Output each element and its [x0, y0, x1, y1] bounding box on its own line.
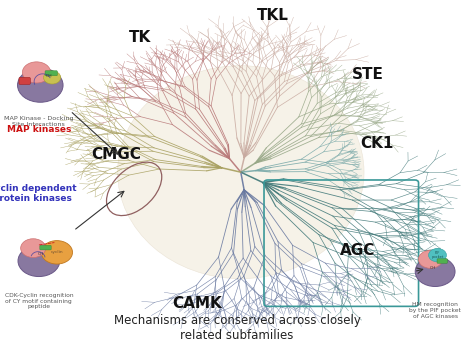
Text: CAMK: CAMK [172, 296, 221, 311]
FancyBboxPatch shape [45, 71, 57, 76]
Circle shape [44, 71, 61, 84]
Text: HM recognition
by the PIF pocket
of AGC kinases: HM recognition by the PIF pocket of AGC … [409, 302, 461, 319]
Text: MAP kinases: MAP kinases [7, 125, 71, 134]
Circle shape [18, 68, 63, 102]
Ellipse shape [118, 66, 364, 279]
Circle shape [415, 257, 455, 286]
Text: OH: OH [46, 74, 52, 78]
Text: MAP Kinase - Docking
Site Interactions: MAP Kinase - Docking Site Interactions [4, 116, 73, 127]
Text: cyclin: cyclin [51, 250, 63, 254]
FancyBboxPatch shape [437, 259, 447, 263]
Text: OH: OH [429, 266, 436, 270]
Text: CDK-Cyclin recognition
of CY motif containing
peptide: CDK-Cyclin recognition of CY motif conta… [5, 293, 73, 310]
Text: OH: OH [37, 252, 44, 256]
Text: STE: STE [351, 67, 383, 82]
Circle shape [41, 241, 73, 264]
Circle shape [21, 239, 46, 257]
Text: CK1: CK1 [360, 136, 393, 151]
Circle shape [18, 245, 60, 277]
Text: TK: TK [129, 30, 151, 45]
Circle shape [22, 62, 51, 83]
Text: TKL: TKL [256, 9, 289, 23]
Text: CMGC: CMGC [91, 147, 141, 162]
Text: PIF
pocket: PIF pocket [431, 251, 444, 260]
Text: Cyclin dependent
protein kinases: Cyclin dependent protein kinases [0, 184, 76, 203]
Circle shape [428, 248, 447, 262]
FancyBboxPatch shape [19, 77, 30, 84]
Text: Mechanisms are conserved across closely
related subfamilies: Mechanisms are conserved across closely … [114, 313, 360, 342]
FancyBboxPatch shape [40, 245, 51, 250]
Text: AGC: AGC [340, 243, 375, 258]
Circle shape [419, 250, 442, 268]
